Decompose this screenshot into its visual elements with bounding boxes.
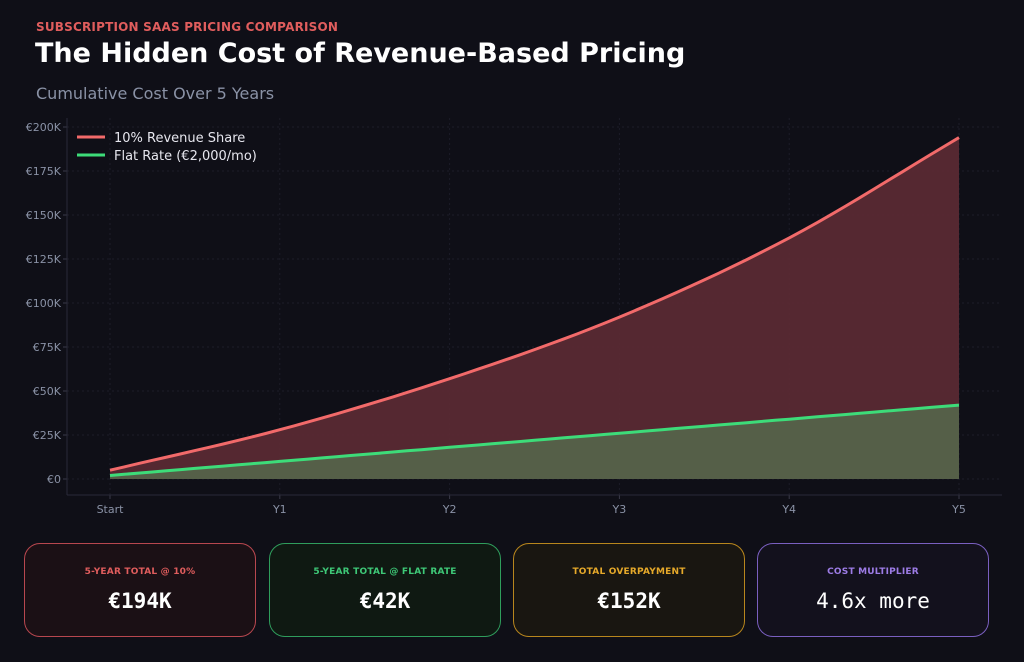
card-value: €152K — [597, 589, 661, 613]
y-tick-label: €0 — [47, 473, 61, 486]
x-tick-label: Y2 — [442, 503, 457, 516]
y-tick-label: €100K — [26, 297, 62, 310]
y-tick-label: €25K — [33, 429, 62, 442]
area-revenue-share — [110, 137, 959, 479]
card-cost-multiplier: COST MULTIPLIER 4.6x more — [757, 543, 989, 637]
cumulative-cost-chart: €0 €25K €50K €75K €100K €125K €150K €175K €200K S… — [26, 118, 1002, 516]
card-label: COST MULTIPLIER — [827, 567, 919, 577]
summary-cards: 5-YEAR TOTAL @ 10% €194K 5-YEAR TOTAL @ … — [24, 543, 992, 639]
x-tick-label: Y3 — [612, 503, 627, 516]
legend-label: Flat Rate (€2,000/mo) — [114, 149, 257, 164]
chart-eyebrow: SUBSCRIPTION SAAS PRICING COMPARISON — [36, 20, 339, 34]
y-tick-label: €200K — [26, 121, 62, 134]
card-label: 5-YEAR TOTAL @ FLAT RATE — [313, 567, 457, 577]
y-tick-label: €75K — [33, 341, 62, 354]
chart-title: The Hidden Cost of Revenue-Based Pricing — [35, 38, 686, 69]
card-label: TOTAL OVERPAYMENT — [572, 567, 686, 577]
axes: €0 €25K €50K €75K €100K €125K €150K €175K €200K S… — [26, 118, 1002, 516]
card-total-revenue-share: 5-YEAR TOTAL @ 10% €194K — [24, 543, 256, 637]
series-lines — [109, 136, 960, 477]
x-tick-label: Y5 — [951, 503, 966, 516]
card-value: €194K — [108, 589, 172, 613]
x-tick-label: Start — [97, 503, 125, 516]
y-tick-label: €125K — [26, 253, 62, 266]
card-label: 5-YEAR TOTAL @ 10% — [84, 567, 196, 577]
line-flat-rate — [109, 403, 960, 477]
chart-subtitle: Cumulative Cost Over 5 Years — [36, 84, 275, 103]
area-fills — [110, 137, 959, 479]
card-total-flat-rate: 5-YEAR TOTAL @ FLAT RATE €42K — [269, 543, 501, 637]
legend-label: 10% Revenue Share — [114, 131, 245, 146]
x-tick-label: Y1 — [272, 503, 287, 516]
card-total-overpayment: TOTAL OVERPAYMENT €152K — [513, 543, 745, 637]
y-tick-label: €50K — [33, 385, 62, 398]
y-tick-label: €175K — [26, 165, 62, 178]
legend: 10% Revenue Share Flat Rate (€2,000/mo) — [77, 131, 257, 164]
card-value: 4.6x more — [816, 589, 930, 613]
x-tick-label: Y4 — [781, 503, 796, 516]
card-value: €42K — [359, 589, 411, 613]
line-revenue-share — [109, 136, 960, 472]
y-tick-label: €150K — [26, 209, 62, 222]
